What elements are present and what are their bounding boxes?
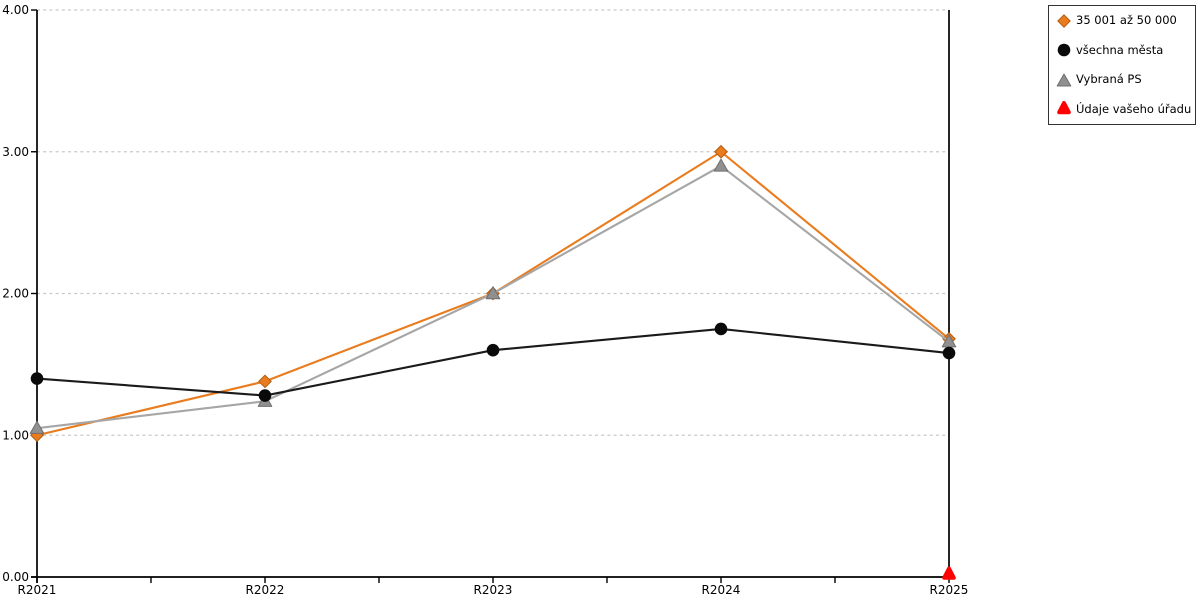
y-tick-label: 3.00 [2,145,29,159]
legend-item-udaje-uradu: Údaje vašeho úřadu [1056,101,1195,117]
legend-item-35001-50000: 35 001 až 50 000 [1056,13,1195,29]
series-2 [29,158,957,434]
circle-marker [30,372,44,385]
diamond-marker [714,144,728,159]
series-line [36,327,950,397]
x-tick-label: R2025 [930,583,969,597]
circle-marker [258,389,272,402]
legend-label: Údaje vašeho úřadu [1076,101,1192,116]
legend: 35 001 až 50 000 všechna města Vybraná P… [1048,5,1196,125]
diamond-marker [1057,13,1071,28]
legend-item-vybrana-ps: Vybraná PS [1056,72,1195,88]
circle-marker [486,343,500,357]
x-tick-label: R2024 [702,583,741,597]
y-tick-label: 4.00 [2,3,29,17]
y-tick-label: 2.00 [2,287,29,301]
triangle-marker-icon [1056,72,1072,88]
circle-marker [714,322,728,336]
triangle-rounded-marker [942,566,956,580]
triangle-marker [29,420,45,434]
triangle-rounded-marker [1057,101,1071,115]
legend-label: Vybraná PS [1076,72,1142,86]
circle-marker [1057,43,1071,57]
x-tick-label: R2023 [474,583,513,597]
triangle-marker [713,158,729,172]
series-1 [30,322,956,402]
circle-marker-icon [1056,42,1072,58]
series-3 [942,566,956,580]
legend-label: 35 001 až 50 000 [1076,13,1177,27]
y-tick-label: 1.00 [2,428,29,442]
legend-label: všechna města [1076,42,1164,57]
x-tick-label: R2022 [246,583,285,597]
diamond-marker-icon [1056,13,1072,29]
diamond-marker [258,374,272,389]
triangle-marker [1056,73,1072,87]
circle-marker [942,346,956,360]
triangle-marker [485,286,501,300]
x-tick-label: R2021 [18,583,57,597]
legend-item-vsechna-mesta: všechna města [1056,42,1195,58]
y-tick-label: 0.00 [2,570,29,584]
red-triangle-marker-icon [1056,101,1072,117]
